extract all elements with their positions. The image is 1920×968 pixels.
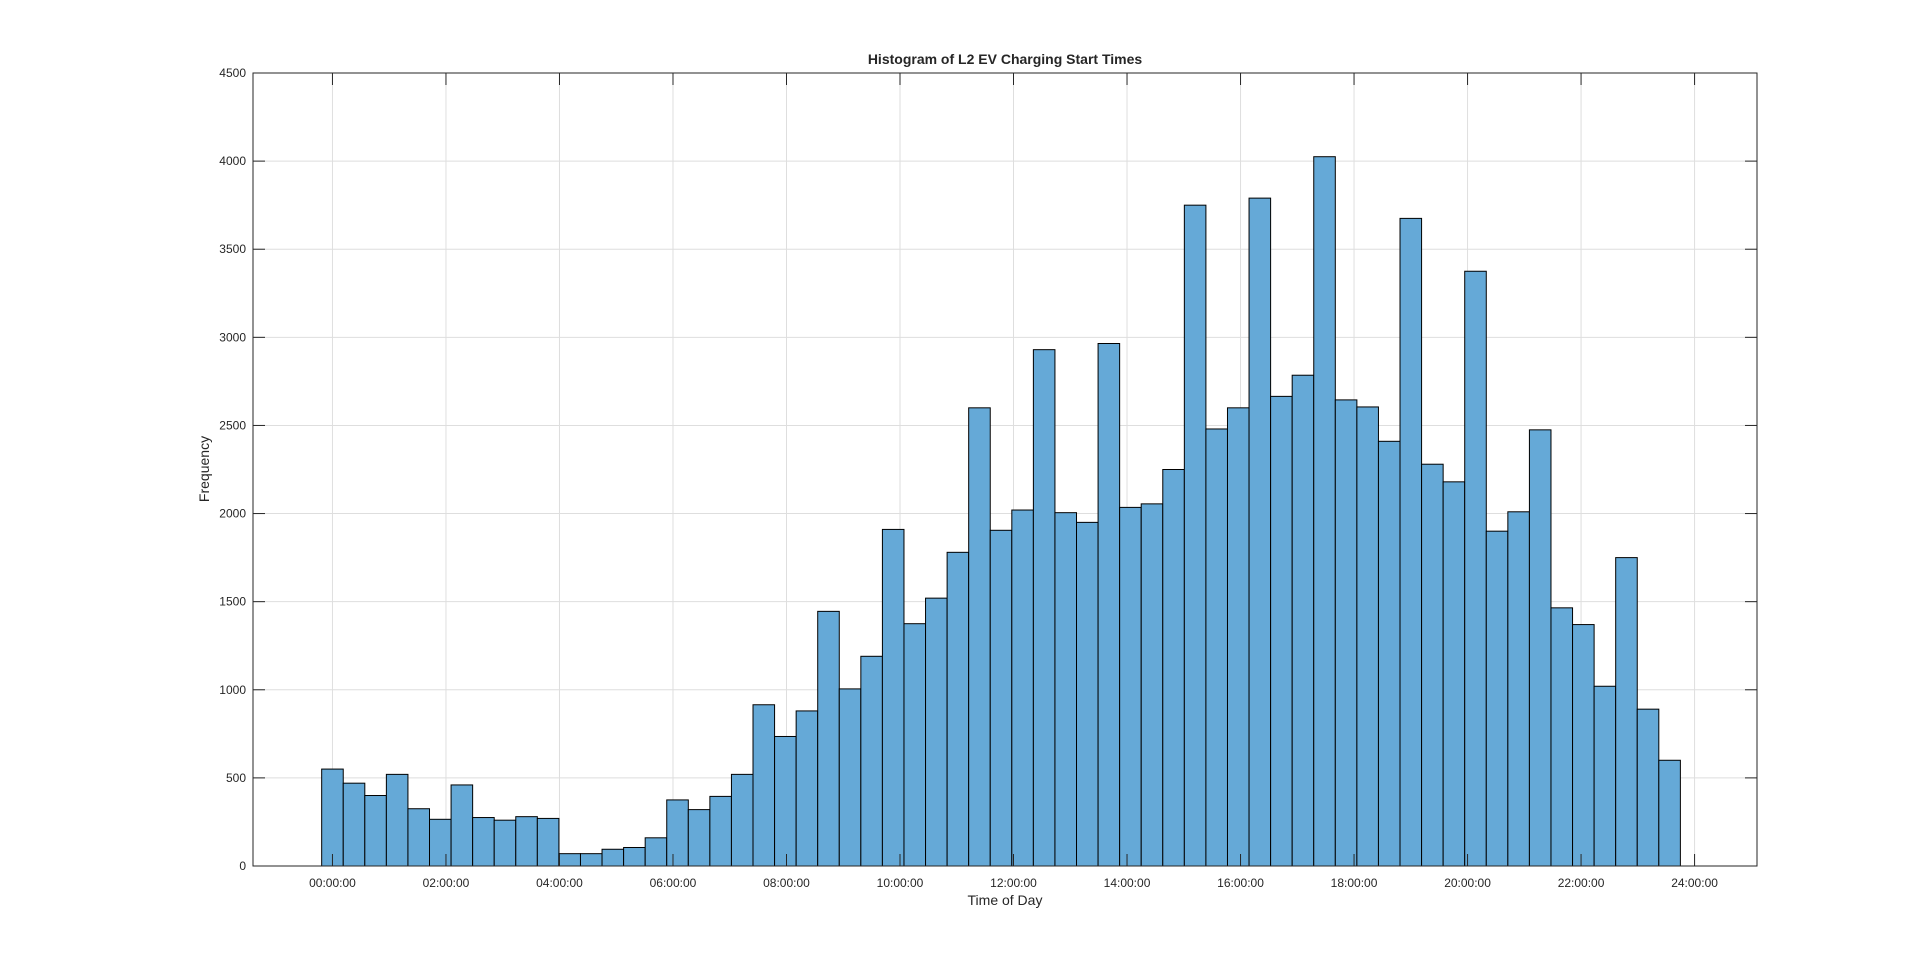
histogram-bar — [385, 773, 409, 867]
histogram-bar — [601, 848, 625, 867]
histogram-bar — [946, 551, 970, 867]
histogram-bar — [968, 407, 991, 867]
x-tick-label: 02:00:00 — [423, 876, 470, 890]
y-axis-label: Frequency — [196, 436, 212, 502]
histogram-bar — [1658, 759, 1681, 867]
histogram-bar — [1011, 509, 1034, 867]
histogram-bar — [1550, 607, 1574, 867]
histogram-bar — [1119, 506, 1142, 867]
y-tick-label: 3500 — [219, 242, 246, 256]
histogram-bar — [558, 853, 581, 867]
x-tick-label: 14:00:00 — [1104, 876, 1151, 890]
histogram-bar — [989, 529, 1013, 867]
histogram-bar — [450, 784, 474, 867]
chart-title: Histogram of L2 EV Charging Start Times — [868, 51, 1143, 67]
histogram-bar — [817, 610, 840, 867]
x-tick-label: 08:00:00 — [763, 876, 810, 890]
histogram-bar — [774, 735, 797, 867]
histogram-bar — [579, 853, 603, 867]
histogram-bar — [1248, 197, 1272, 867]
axes-box — [252, 72, 1758, 867]
histogram-bar — [515, 816, 538, 867]
y-tick-labels: 0 500 1000 1500 2000 2500 3000 3500 4000 4500 — [219, 66, 246, 873]
histogram-bar — [1636, 708, 1660, 867]
y-tick-label: 500 — [226, 771, 246, 785]
histogram-bar — [860, 655, 883, 867]
histogram-bar — [472, 817, 495, 867]
histogram-bar — [342, 782, 366, 867]
histogram-bar — [536, 817, 560, 867]
histogram-bar — [709, 795, 732, 867]
x-tick-label: 04:00:00 — [536, 876, 583, 890]
histogram-bar — [752, 704, 776, 867]
y-tick-label: 1000 — [219, 683, 246, 697]
histogram-bar — [881, 528, 905, 867]
x-tick-label: 24:00:00 — [1671, 876, 1718, 890]
histogram-bar — [1313, 156, 1336, 867]
y-tick-label: 2000 — [219, 507, 246, 521]
histogram-bar — [364, 795, 387, 867]
y-tick-label: 0 — [239, 859, 246, 873]
histogram-bar — [1442, 481, 1466, 867]
histogram-bar — [1097, 343, 1121, 867]
histogram-bar — [1572, 624, 1595, 867]
histogram-bar — [1528, 429, 1552, 867]
histogram-bar — [1356, 406, 1379, 867]
histogram-bar — [838, 688, 862, 867]
x-tick-label: 06:00:00 — [650, 876, 697, 890]
x-axis-label: Time of Day — [968, 892, 1043, 908]
histogram-bar — [1507, 511, 1530, 867]
histogram-bar — [1334, 399, 1358, 867]
histogram-bar — [1421, 463, 1444, 867]
y-tick-label: 2500 — [219, 418, 246, 432]
histogram-bar — [1054, 512, 1078, 867]
histogram-bar — [407, 808, 431, 867]
histogram-bar — [1377, 440, 1401, 867]
x-tick-labels: 00:00:00 02:00:00 04:00:00 06:00:00 08:00:00… — [309, 876, 1718, 890]
x-tick-label: 16:00:00 — [1217, 876, 1264, 890]
histogram-bar — [644, 837, 668, 867]
histogram-bar — [925, 597, 948, 867]
histogram-bar — [1205, 428, 1228, 867]
histogram-bar — [1183, 204, 1207, 867]
histogram-bar — [1485, 530, 1509, 867]
histogram-bar — [666, 799, 689, 867]
histogram-bar — [1032, 349, 1056, 867]
x-tick-label: 10:00:00 — [877, 876, 924, 890]
histogram-bar — [1226, 407, 1250, 867]
histogram-bar — [687, 809, 711, 867]
histogram-bar — [1464, 270, 1487, 867]
histogram-bar — [1615, 557, 1638, 867]
histogram-bar — [321, 768, 344, 867]
histogram-bar — [493, 819, 517, 867]
y-tick-label: 4500 — [219, 66, 246, 80]
histogram-bar — [1140, 503, 1164, 867]
histogram-bar — [1291, 374, 1315, 867]
y-tick-label: 1500 — [219, 595, 246, 609]
x-tick-label: 20:00:00 — [1444, 876, 1491, 890]
histogram-bar — [429, 818, 452, 867]
histogram-bar — [1270, 395, 1293, 867]
y-tick-label: 3000 — [219, 330, 246, 344]
bars — [321, 156, 1681, 867]
histogram-bar — [1593, 685, 1617, 867]
histogram-bar — [730, 773, 754, 867]
histogram-bar — [903, 623, 927, 867]
x-tick-label: 18:00:00 — [1331, 876, 1378, 890]
histogram-bar — [1162, 469, 1185, 867]
histogram-bar — [623, 846, 646, 867]
x-tick-label: 22:00:00 — [1558, 876, 1605, 890]
histogram-bar — [1399, 217, 1423, 867]
histogram-bar — [795, 710, 819, 867]
y-tick-label: 4000 — [219, 154, 246, 168]
x-tick-label: 00:00:00 — [309, 876, 356, 890]
x-tick-label: 12:00:00 — [990, 876, 1037, 890]
histogram-bar — [1076, 521, 1099, 867]
